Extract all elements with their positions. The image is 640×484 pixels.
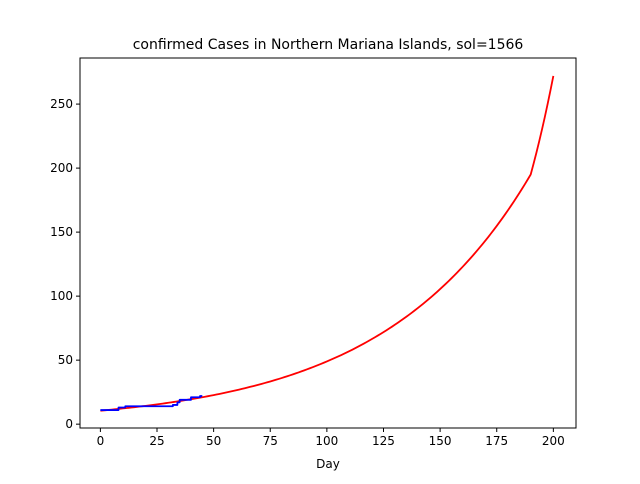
x-tick-label: 50: [206, 434, 221, 448]
x-axis: 0 25 50 75 100 125 150 175 200: [97, 428, 565, 448]
x-tick-label: 75: [263, 434, 278, 448]
x-axis-label: Day: [316, 457, 340, 471]
y-tick-label: 100: [50, 289, 73, 303]
x-tick-label: 175: [485, 434, 508, 448]
y-tick-label: 200: [50, 161, 73, 175]
y-tick-label: 150: [50, 225, 73, 239]
y-tick-label: 0: [65, 417, 73, 431]
x-tick-label: 100: [315, 434, 338, 448]
x-tick-label: 200: [542, 434, 565, 448]
x-tick-label: 0: [97, 434, 105, 448]
series-layer: [100, 75, 555, 412]
x-tick-label: 25: [149, 434, 164, 448]
y-axis: 0 50 100 150 200 250: [50, 97, 80, 431]
y-tick-label: 250: [50, 97, 73, 111]
chart-title: confirmed Cases in Northern Mariana Isla…: [133, 37, 524, 53]
series-line-2: [100, 395, 203, 411]
x-tick-label: 125: [372, 434, 395, 448]
y-tick-label: 50: [58, 353, 73, 367]
axes-frame: [79, 57, 577, 429]
series-line-1: [100, 75, 555, 412]
x-tick-label: 150: [429, 434, 452, 448]
plot-area: [79, 57, 577, 429]
